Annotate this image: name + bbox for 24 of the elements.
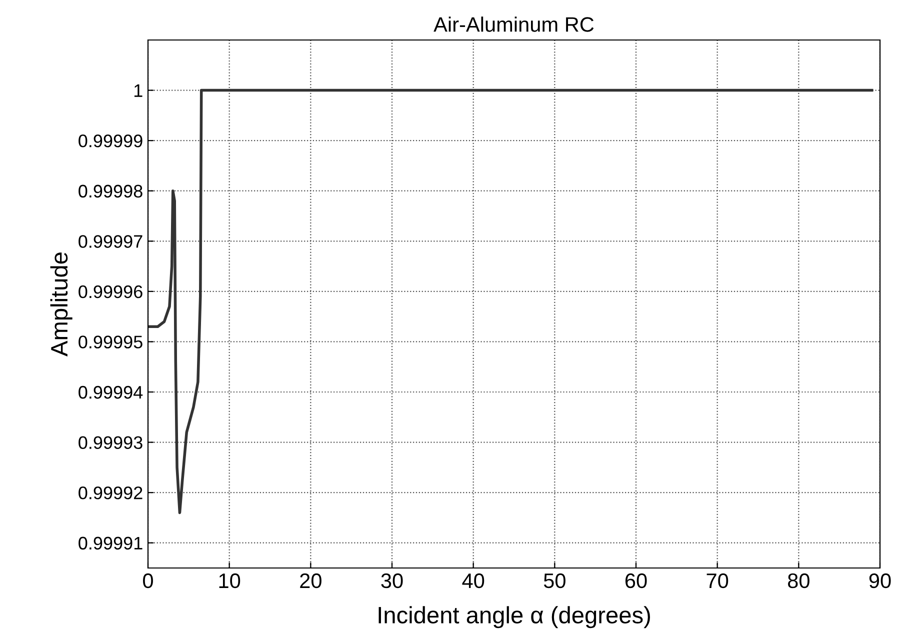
y-tick-label: 0.99998 [78, 184, 142, 198]
y-tick-label: 0.99996 [78, 285, 142, 298]
x-tick-label: 30 [381, 573, 403, 588]
y-tick-label: 0.99995 [78, 336, 142, 348]
y-tick-label: 0.99999 [78, 134, 142, 148]
y-tick-label: 0.99993 [78, 436, 142, 450]
x-tick-label: 0 [143, 573, 153, 588]
chart-title: Air-Aluminum RC [434, 16, 594, 32]
x-tick-label: 90 [869, 573, 891, 588]
x-tick-label: 10 [219, 573, 240, 588]
y-tick-label: 0.99994 [78, 386, 143, 399]
x-tick-label: 20 [300, 573, 322, 588]
x-tick-label: 70 [706, 573, 728, 588]
x-tick-label: 50 [544, 573, 566, 588]
y-tick-label: 1 [134, 84, 142, 97]
y-tick-label: 0.99992 [78, 486, 142, 500]
x-tick-label: 60 [625, 573, 647, 588]
x-tick-label: 80 [788, 573, 810, 588]
y-tick-label: 0.99991 [78, 536, 142, 550]
y-tick-label: 0.99997 [78, 235, 142, 248]
line-series [148, 88, 874, 514]
x-tick-label: 40 [462, 573, 484, 588]
y-axis-title: Amplitude [50, 252, 72, 356]
x-axis-title: Incident angle α (degrees) [378, 606, 650, 628]
